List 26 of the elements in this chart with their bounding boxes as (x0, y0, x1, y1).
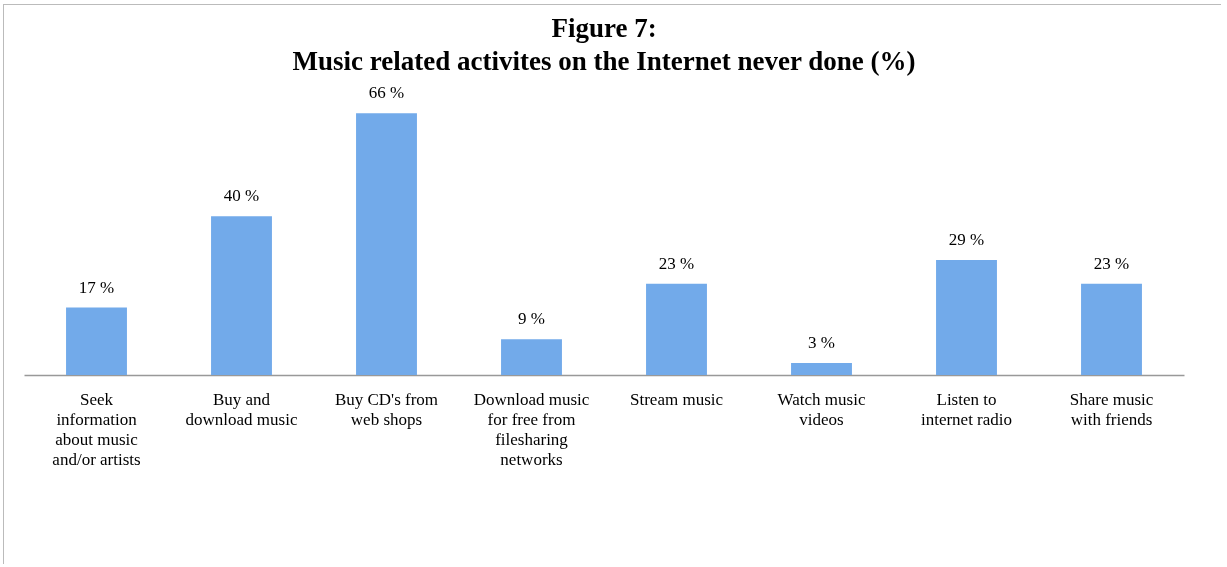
bar (356, 113, 417, 375)
data-label: 9 % (518, 309, 545, 329)
data-label: 66 % (368, 83, 405, 103)
x-tick-label: Listen to internet radio (920, 389, 1013, 429)
bar (936, 259, 997, 375)
x-tick-label: Seek information about music and/or artists (52, 389, 141, 469)
bar (66, 307, 127, 375)
x-tick-label: Share music with friends (1069, 389, 1154, 429)
text: Music related activites on the Internet never done (%) (292, 46, 916, 77)
bar (646, 283, 707, 375)
data-label: 23 % (658, 253, 695, 273)
data-label: 29 % (948, 229, 985, 249)
text: Figure 7: (551, 13, 657, 44)
data-label: 3 % (808, 333, 835, 353)
x-tick-label: Buy and download music (185, 389, 298, 429)
x-tick-label: Watch music videos (777, 389, 866, 429)
data-label: 40 % (223, 186, 260, 206)
bar (211, 216, 272, 375)
x-tick-label: Download music for free from filesharing networks (473, 389, 590, 469)
bar (501, 339, 562, 375)
data-label: 23 % (1093, 253, 1130, 273)
data-label: 17 % (78, 277, 115, 297)
bar (791, 363, 852, 375)
x-tick-label: Stream music (629, 389, 724, 409)
bar (1081, 283, 1142, 375)
x-tick-label: Buy CD's from web shops (334, 389, 439, 429)
